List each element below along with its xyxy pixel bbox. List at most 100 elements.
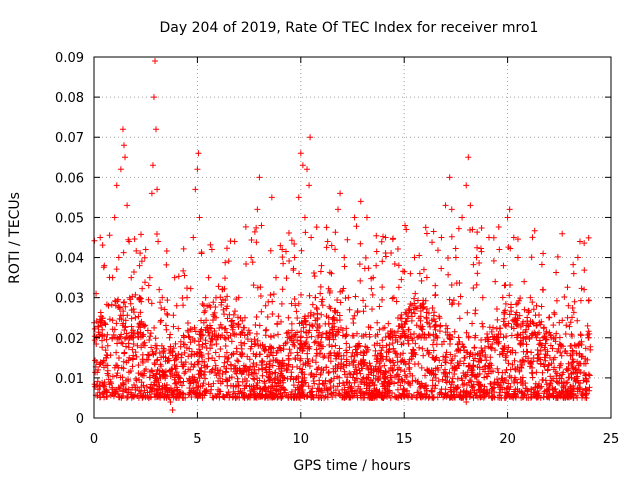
data-point: [570, 358, 577, 365]
data-point: [120, 312, 127, 319]
data-point: [328, 343, 335, 350]
data-point: [525, 307, 532, 314]
data-point: [385, 348, 392, 355]
data-point: [372, 332, 379, 339]
data-point: [309, 385, 316, 392]
data-point: [263, 369, 270, 376]
data-point: [317, 268, 324, 275]
data-point: [247, 394, 254, 401]
data-point: [414, 394, 421, 401]
data-point: [326, 303, 333, 310]
data-point: [526, 334, 533, 341]
data-point: [346, 360, 353, 367]
data-point: [449, 355, 456, 362]
data-point: [352, 293, 359, 300]
data-point: [354, 308, 361, 315]
data-point: [465, 334, 472, 341]
data-point: [106, 316, 113, 323]
data-point: [575, 367, 582, 374]
data-point: [478, 224, 485, 231]
data-point: [304, 345, 311, 352]
data-point: [118, 331, 125, 338]
data-point: [418, 326, 425, 333]
data-point: [195, 150, 202, 157]
data-point: [129, 346, 136, 353]
data-point: [336, 374, 343, 381]
data-point: [529, 299, 536, 306]
data-point: [561, 294, 568, 301]
data-point: [443, 370, 450, 377]
data-point: [554, 253, 561, 260]
data-point: [341, 254, 348, 261]
data-point: [403, 374, 410, 381]
data-point: [367, 362, 374, 369]
data-point: [503, 333, 510, 340]
data-point: [248, 237, 255, 244]
data-point: [143, 356, 150, 363]
data-point: [144, 389, 151, 396]
data-point: [443, 349, 450, 356]
data-point: [485, 365, 492, 372]
data-point: [217, 346, 224, 353]
data-point: [267, 247, 274, 254]
data-point: [398, 323, 405, 330]
data-point: [353, 375, 360, 382]
data-point: [129, 384, 136, 391]
data-point: [571, 298, 578, 305]
data-point: [248, 254, 255, 261]
data-point: [351, 312, 358, 319]
data-point: [500, 334, 507, 341]
data-point: [344, 236, 351, 243]
data-point: [208, 386, 215, 393]
data-point: [235, 320, 242, 327]
data-point: [112, 390, 119, 397]
y-axis-ticks: 0 0.01 0.02 0.03 0.04 0.05 0.06 0.07 0.08 0.09: [55, 51, 611, 427]
data-point: [373, 262, 380, 269]
data-point: [349, 393, 356, 400]
data-point: [133, 247, 140, 254]
data-point: [511, 388, 518, 395]
data-point: [383, 342, 390, 349]
data-point: [261, 378, 268, 385]
data-point: [397, 315, 404, 322]
data-point: [448, 357, 455, 364]
data-point: [220, 306, 227, 313]
data-point: [185, 333, 192, 340]
data-point: [111, 390, 118, 397]
data-point: [569, 348, 576, 355]
data-point: [213, 314, 220, 321]
data-point: [290, 339, 297, 346]
data-point: [513, 321, 520, 328]
data-point: [449, 375, 456, 382]
data-point: [104, 362, 111, 369]
data-point: [147, 333, 154, 340]
data-point: [180, 363, 187, 370]
data-point: [144, 327, 151, 334]
data-point: [159, 294, 166, 301]
data-point: [251, 336, 258, 343]
data-point: [504, 348, 511, 355]
data-point: [328, 242, 335, 249]
data-point: [363, 375, 370, 382]
data-point: [546, 329, 553, 336]
data-point: [421, 390, 428, 397]
data-point: [577, 380, 584, 387]
data-point: [395, 394, 402, 401]
data-point: [269, 394, 276, 401]
data-point: [362, 254, 369, 261]
data-point: [400, 386, 407, 393]
data-point: [202, 337, 209, 344]
data-point: [316, 377, 323, 384]
data-point: [133, 377, 140, 384]
data-point: [285, 329, 292, 336]
data-point: [349, 315, 356, 322]
data-point: [432, 282, 439, 289]
data-point: [135, 334, 142, 341]
data-point: [125, 386, 132, 393]
data-point: [306, 343, 313, 350]
data-point: [394, 354, 401, 361]
data-point: [429, 239, 436, 246]
data-point: [120, 381, 127, 388]
data-point: [257, 284, 264, 291]
data-point: [488, 387, 495, 394]
